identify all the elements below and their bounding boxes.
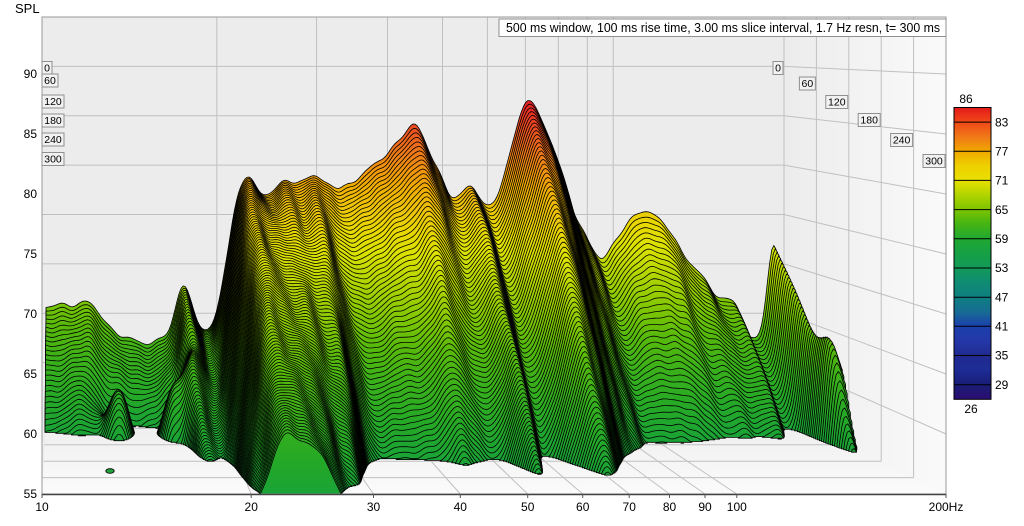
svg-text:53: 53 xyxy=(995,261,1009,275)
svg-text:83: 83 xyxy=(995,115,1009,129)
svg-text:65: 65 xyxy=(24,367,38,381)
svg-text:120: 120 xyxy=(44,96,62,108)
svg-text:240: 240 xyxy=(44,134,62,146)
svg-text:35: 35 xyxy=(995,349,1009,363)
svg-text:500 ms window, 100 ms rise tim: 500 ms window, 100 ms rise time, 3.00 ms… xyxy=(506,21,940,35)
svg-text:180: 180 xyxy=(44,115,62,127)
svg-text:0: 0 xyxy=(775,63,781,75)
svg-text:26: 26 xyxy=(964,402,978,416)
svg-text:60: 60 xyxy=(24,427,38,441)
svg-text:300: 300 xyxy=(44,154,62,166)
svg-text:71: 71 xyxy=(995,174,1009,188)
svg-text:30: 30 xyxy=(367,500,381,514)
svg-text:50: 50 xyxy=(521,500,535,514)
svg-text:60: 60 xyxy=(44,75,56,87)
svg-text:60: 60 xyxy=(576,500,590,514)
svg-text:300: 300 xyxy=(925,156,943,168)
svg-text:70: 70 xyxy=(24,307,38,321)
svg-text:47: 47 xyxy=(995,290,1009,304)
svg-text:90: 90 xyxy=(24,67,38,81)
svg-text:100: 100 xyxy=(727,500,747,514)
svg-text:65: 65 xyxy=(995,203,1009,217)
svg-text:0: 0 xyxy=(44,63,50,75)
svg-text:60: 60 xyxy=(802,78,814,90)
svg-text:75: 75 xyxy=(24,247,38,261)
svg-text:90: 90 xyxy=(698,500,712,514)
svg-text:80: 80 xyxy=(24,187,38,201)
svg-text:86: 86 xyxy=(959,92,973,106)
svg-text:240: 240 xyxy=(893,135,911,147)
svg-text:85: 85 xyxy=(24,127,38,141)
svg-text:40: 40 xyxy=(454,500,468,514)
svg-text:77: 77 xyxy=(995,145,1009,159)
svg-text:41: 41 xyxy=(995,320,1009,334)
svg-text:200Hz: 200Hz xyxy=(929,500,964,514)
svg-text:10: 10 xyxy=(35,500,49,514)
svg-text:59: 59 xyxy=(995,232,1009,246)
svg-text:29: 29 xyxy=(995,378,1009,392)
svg-text:180: 180 xyxy=(860,115,878,127)
svg-text:80: 80 xyxy=(663,500,677,514)
svg-text:SPL: SPL xyxy=(15,1,40,16)
svg-text:55: 55 xyxy=(24,487,38,501)
svg-text:70: 70 xyxy=(623,500,637,514)
svg-text:20: 20 xyxy=(245,500,259,514)
svg-text:120: 120 xyxy=(828,97,846,109)
